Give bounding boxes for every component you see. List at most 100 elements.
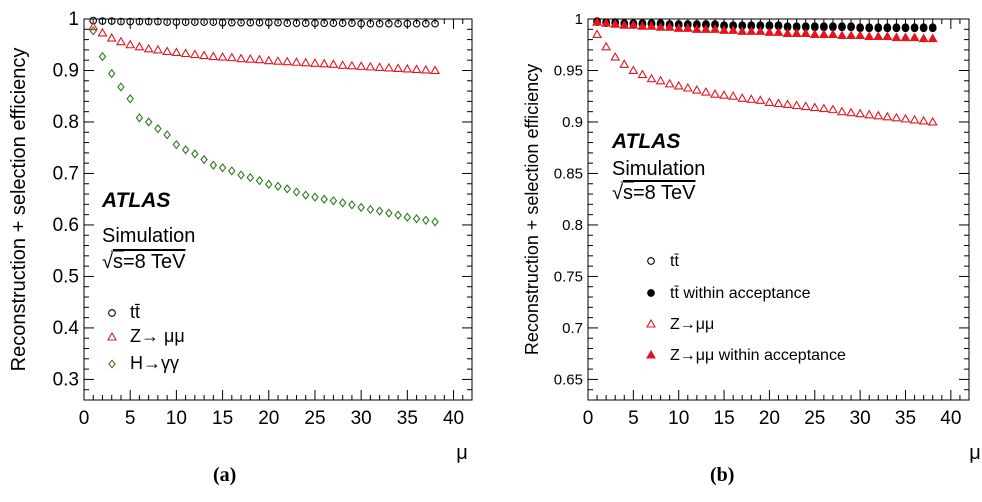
data-point-b-s3 [664,22,675,31]
data-point-b-s2 [846,107,857,117]
data-point-a-s1 [393,63,404,72]
data-point-b-s3 [846,30,857,40]
data-point-b-s3 [855,30,866,40]
data-point-a-s1 [236,53,246,63]
legend-marker-a-0 [108,309,116,317]
data-point-a-s0 [181,18,190,26]
data-point-a-s0 [98,17,107,25]
data-point-a-s1 [300,57,311,67]
y-tick-label-b: 0.85 [554,165,583,182]
data-point-a-s1 [171,47,182,57]
data-point-a-s2 [181,145,190,155]
data-point-a-s0 [89,16,98,25]
simulation-label-a: Simulation [102,225,195,247]
data-point-a-s2 [117,82,125,92]
data-point-b-s3 [619,20,630,29]
data-point-a-s1 [88,21,99,31]
data-point-a-s2 [274,181,282,192]
data-point-a-s0 [357,19,365,28]
data-point-b-s3 [700,24,711,33]
data-point-b-s2 [791,100,802,110]
data-point-a-s1 [273,56,283,65]
x-tick-label-a: 30 [351,408,372,429]
data-point-b-s2 [918,115,929,125]
y-axis-label-b: Reconstruction + selection efficiency [522,64,542,355]
legend-marker-b-1 [647,289,655,297]
data-point-b-s3 [864,31,875,41]
data-point-b-s2 [601,41,612,51]
legend-marker-a-1 [107,331,117,341]
data-point-a-s0 [292,19,301,27]
data-point-a-s0 [421,19,430,28]
data-point-b-s2 [592,29,603,38]
y-tick-label-a: 0.4 [53,318,80,339]
data-point-a-s2 [126,94,134,104]
data-point-a-s2 [403,212,412,222]
data-point-a-s0 [200,18,208,26]
x-tick-label-b: 15 [714,408,735,429]
data-point-a-s2 [107,68,116,79]
data-point-a-s0 [301,19,310,27]
data-point-a-s1 [226,52,237,62]
data-point-a-s0 [126,17,135,26]
data-point-b-s1 [892,23,901,32]
data-point-a-s1 [291,57,302,66]
data-point-a-s2 [218,163,227,173]
data-point-a-s2 [172,139,181,150]
data-point-b-s1 [901,23,910,32]
x-tick-label-b: 40 [940,408,961,429]
data-point-a-s2 [338,198,347,208]
data-point-a-s1 [143,43,154,53]
data-point-a-s0 [255,18,264,27]
data-point-a-s1 [152,44,163,54]
data-point-b-s3 [746,26,757,35]
data-point-b-s3 [800,28,811,37]
data-point-b-s2 [827,104,838,114]
x-tick-label-a: 0 [79,408,90,429]
data-point-a-s0 [172,18,181,26]
data-point-b-s3 [601,18,612,27]
data-point-a-s0 [191,18,199,26]
x-tick-label-b: 25 [804,408,825,429]
data-point-a-s2 [237,170,245,180]
data-point-a-s1 [116,36,126,46]
data-point-a-s1 [356,61,367,70]
y-tick-label-b: 0.95 [554,62,583,79]
legend-marker-b-2 [646,318,656,328]
legend-label-a-0: tt̄ [130,302,140,322]
data-point-a-s2 [154,123,162,134]
data-point-b-s2 [809,102,820,112]
data-point-b-s3 [592,16,603,26]
data-point-b-s3 [728,25,739,34]
data-point-b-s3 [673,23,684,32]
data-point-a-s2 [348,200,356,210]
data-point-a-s1 [430,65,440,75]
data-point-a-s0 [227,18,236,27]
data-point-a-s0 [144,17,153,26]
data-point-a-s2 [191,149,199,159]
data-point-a-s1 [208,51,219,61]
x-tick-label-a: 25 [304,408,325,429]
data-point-b-s2 [855,108,866,118]
data-point-a-s2 [394,210,402,220]
data-point-a-s1 [383,62,394,72]
data-point-a-s1 [319,58,330,68]
legend-marker-b-3 [646,349,656,359]
data-point-b-s2 [700,87,711,96]
data-point-a-s2 [301,190,310,200]
data-point-b-s3 [755,26,766,35]
data-point-b-s1 [810,22,819,31]
y-tick-label-b: 0.75 [554,268,583,285]
data-point-b-s2 [755,95,766,104]
data-point-a-s1 [125,39,136,49]
data-point-a-s2 [375,206,384,216]
y-tick-label-a: 0.5 [53,266,79,287]
data-point-b-s1 [874,23,883,32]
x-tick-label-a: 35 [397,408,418,429]
data-point-a-s0 [348,19,356,27]
data-point-b-s2 [673,80,684,90]
data-point-b-s2 [818,103,829,113]
simulation-label-b: Simulation [612,158,705,180]
